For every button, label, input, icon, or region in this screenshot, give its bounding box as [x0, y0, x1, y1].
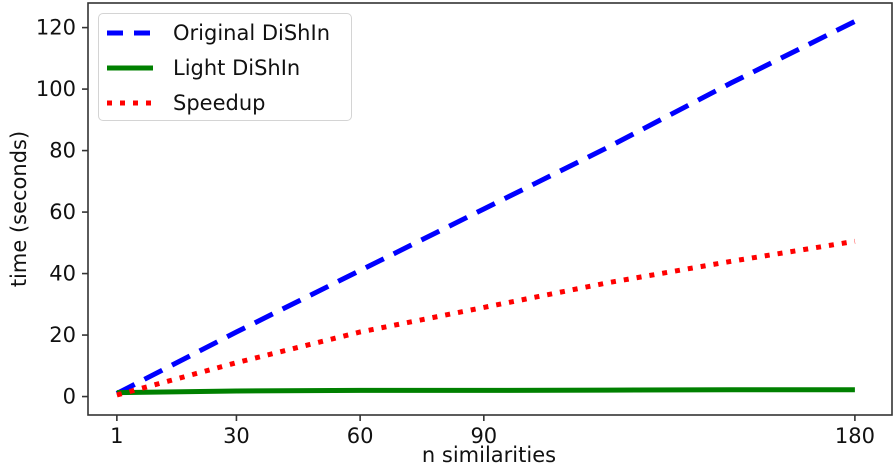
dotted-line-sample-icon	[107, 100, 153, 106]
y-tick-label: 0	[63, 385, 76, 409]
legend: Original DiShIn Light DiShIn Speedup	[98, 13, 352, 121]
y-tick-label: 40	[49, 262, 76, 286]
series-line-speedup	[116, 238, 856, 398]
x-tick-label: 180	[835, 424, 875, 448]
y-tick-label: 120	[36, 16, 76, 40]
y-tick-label: 60	[49, 200, 76, 224]
x-tick-label: 90	[470, 424, 497, 448]
legend-label: Speedup	[173, 90, 266, 115]
solid-line-sample-icon	[107, 65, 153, 71]
x-tick-label: 30	[223, 424, 250, 448]
series-lines	[115, 19, 857, 398]
legend-item-original-dishin: Original DiShIn	[107, 16, 351, 51]
x-axis-label: n similarities	[422, 443, 556, 467]
dashed-line-sample-icon	[107, 30, 153, 36]
y-tick-label: 20	[49, 323, 76, 347]
legend-label: Original DiShIn	[173, 21, 330, 46]
axis-ticks: 1 30 60 90 180 0 20 40 60 80 100 120	[36, 16, 875, 448]
plot-border	[87, 2, 893, 416]
legend-item-light-dishin: Light DiShIn	[107, 51, 351, 86]
y-axis-label: time (seconds)	[7, 131, 31, 287]
legend-item-speedup: Speedup	[107, 85, 351, 120]
series-line-light-dishin	[116, 387, 855, 396]
x-tick-label: 60	[347, 424, 374, 448]
x-tick-label: 1	[110, 424, 123, 448]
legend-label: Light DiShIn	[173, 56, 301, 80]
y-tick-label: 80	[49, 139, 76, 163]
series-line-original-dishin	[115, 19, 857, 396]
y-tick-label: 100	[36, 77, 76, 101]
